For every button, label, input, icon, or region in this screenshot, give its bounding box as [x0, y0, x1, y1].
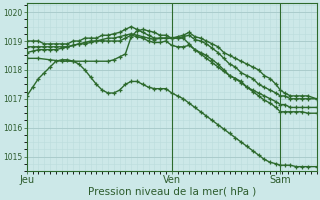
X-axis label: Pression niveau de la mer( hPa ): Pression niveau de la mer( hPa ) — [88, 187, 256, 197]
